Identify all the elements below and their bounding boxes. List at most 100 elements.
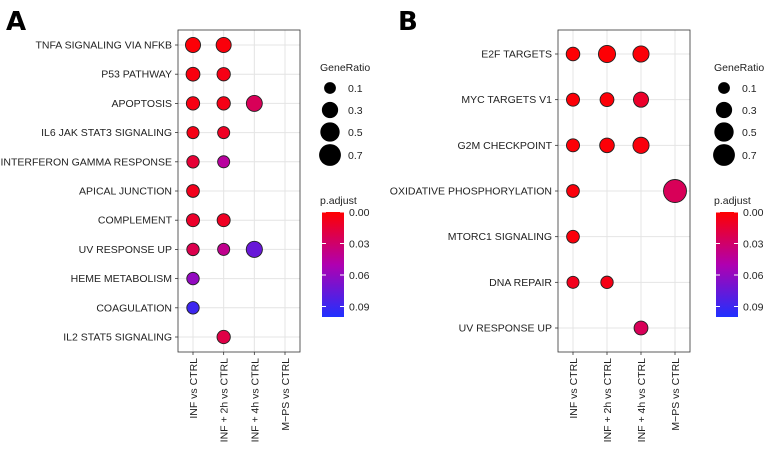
x-tick-label-inf-4h-vs-ctrl: INF + 4h vs CTRL (636, 358, 648, 442)
dot-apoptosis-inf-4h-vs-ctrl (245, 94, 263, 112)
size-legend-title: GeneRatio (320, 62, 370, 74)
size-legend-title: GeneRatio (714, 62, 764, 74)
size-legend-key-0-7 (319, 144, 341, 166)
dot-uv-response-up-inf-vs-ctrl (186, 242, 200, 257)
dot-apical-junction-inf-vs-ctrl (186, 184, 200, 198)
y-tick-label-complement: COMPLEMENT (98, 215, 173, 227)
y-tick-label-g2m-checkpoint: G2M CHECKPOINT (457, 140, 552, 152)
panel-a-plot: TNFA SIGNALING VIA NFKB P53 PATHWAY APOPTO… (0, 29, 301, 442)
dot-p53-pathway-inf-vs-ctrl (185, 66, 201, 82)
dot-coagulation-inf-vs-ctrl (186, 301, 200, 315)
dot-il6-jak-stat3-signaling-inf-vs-ctrl (186, 126, 200, 140)
dot-tnfa-signaling-via-nfkb-inf-2h-vs-ctrl (215, 37, 232, 53)
x-tick-label-inf-4h-vs-ctrl: INF + 4h vs CTRL (249, 358, 261, 442)
x-tick-label-inf-2h-vs-ctrl: INF + 2h vs CTRL (602, 358, 614, 442)
y-tick-label-p53-pathway: P53 PATHWAY (101, 69, 172, 81)
size-legend-key-0-1 (718, 82, 730, 94)
size-legend-label: 0.5 (742, 127, 757, 139)
x-tick-label-inf-vs-ctrl: INF vs CTRL (188, 358, 200, 419)
color-legend-title: p.adjust (320, 195, 357, 207)
dot-complement-inf-2h-vs-ctrl (216, 213, 231, 228)
y-tick-label-tnfa-signaling-via-nfkb: TNFA SIGNALING VIA NFKB (35, 40, 172, 52)
x-tick-label-inf-vs-ctrl: INF vs CTRL (568, 358, 580, 419)
color-legend-label-0-09: 0.09 (743, 302, 764, 314)
dot-il2-stat5-signaling-inf-2h-vs-ctrl (216, 329, 231, 345)
dot-apoptosis-inf-vs-ctrl (185, 96, 201, 111)
dot-dna-repair-inf-vs-ctrl (566, 275, 580, 289)
dot-complement-inf-vs-ctrl (186, 213, 200, 228)
y-tick-label-il2-stat5-signaling: IL2 STAT5 SIGNALING (63, 332, 172, 344)
size-legend-key-0-7 (713, 144, 735, 166)
dot-uv-response-up-inf-4h-vs-ctrl (633, 320, 649, 336)
size-legend-label: 0.3 (742, 105, 757, 117)
y-tick-label-mtorc1-signaling: MTORC1 SIGNALING (448, 231, 552, 243)
dot-myc-targets-v1-inf-2h-vs-ctrl (599, 92, 615, 108)
size-legend-key-0-5 (714, 122, 734, 142)
dot-dna-repair-inf-2h-vs-ctrl (600, 275, 614, 289)
x-tick-label-m-ps-vs-ctrl: M−PS vs CTRL (670, 358, 682, 431)
dot-heme-metabolism-inf-vs-ctrl (186, 271, 200, 286)
size-legend-label: 0.1 (742, 83, 757, 95)
y-tick-label-il6-jak-stat3-signaling: IL6 JAK STAT3 SIGNALING (41, 127, 172, 139)
dot-myc-targets-v1-inf-vs-ctrl (566, 92, 580, 107)
y-tick-label-oxidative-phosphorylation: OXIDATIVE PHOSPHORYLATION (390, 186, 552, 198)
size-legend-key-0-1 (324, 82, 336, 94)
size-legend-key-0-5 (320, 122, 340, 142)
y-tick-label-interferon-gamma-response: INTERFERON GAMMA RESPONSE (0, 156, 172, 168)
color-legend-title: p.adjust (714, 195, 751, 207)
color-legend-label-0-03: 0.03 (743, 239, 764, 251)
color-legend-bar (716, 212, 738, 317)
y-tick-label-myc-targets-v1: MYC TARGETS V1 (461, 94, 552, 106)
y-tick-label-apoptosis: APOPTOSIS (112, 98, 173, 110)
dot-mtorc1-signaling-inf-vs-ctrl (566, 229, 580, 244)
panel-b-label: B (398, 7, 418, 37)
dot-uv-response-up-inf-4h-vs-ctrl (245, 240, 263, 258)
panel-a-label: A (6, 7, 26, 37)
dot-oxidative-phosphorylation-inf-vs-ctrl (566, 184, 580, 198)
dot-uv-response-up-inf-2h-vs-ctrl (217, 242, 231, 256)
panel-b: B E2F TARGETS MYC TARGETS V1 G2M CHECKPOIN… (390, 7, 765, 442)
y-tick-label-uv-response-up: UV RESPONSE UP (79, 244, 172, 256)
y-tick-label-uv-response-up: UV RESPONSE UP (459, 323, 552, 335)
panel-b-plot: E2F TARGETS MYC TARGETS V1 G2M CHECKPOINT O… (390, 29, 691, 442)
size-legend-key-0-3 (321, 101, 339, 119)
dot-g2m-checkpoint-inf-vs-ctrl (566, 138, 580, 153)
dot-oxidative-phosphorylation-m-ps-vs-ctrl (663, 179, 687, 203)
dot-myc-targets-v1-inf-4h-vs-ctrl (633, 91, 649, 108)
dot-e2f-targets-inf-4h-vs-ctrl (632, 45, 650, 63)
dot-p53-pathway-inf-2h-vs-ctrl (216, 67, 231, 82)
color-legend-label-0-06: 0.06 (743, 270, 764, 282)
y-tick-label-coagulation: COAGULATION (96, 302, 172, 314)
size-legend-label: 0.1 (348, 83, 363, 95)
color-legend-bar (322, 212, 344, 317)
size-legend-label: 0.7 (348, 150, 363, 162)
size-legend-label: 0.5 (348, 127, 363, 139)
dot-tnfa-signaling-via-nfkb-inf-vs-ctrl (185, 37, 201, 53)
size-legend-key-0-3 (715, 101, 733, 119)
y-tick-label-e2f-targets: E2F TARGETS (481, 49, 552, 61)
dot-g2m-checkpoint-inf-4h-vs-ctrl (632, 136, 650, 154)
size-legend-label: 0.7 (742, 150, 757, 162)
y-tick-label-dna-repair: DNA REPAIR (489, 277, 552, 289)
panel-a: A TNFA SIGNALING VIA NFKB P53 PATHWAY APOP… (0, 7, 370, 442)
dot-e2f-targets-inf-2h-vs-ctrl (597, 44, 617, 64)
dot-e2f-targets-inf-vs-ctrl (565, 46, 581, 62)
y-tick-label-heme-metabolism: HEME METABOLISM (71, 273, 172, 285)
color-legend-label-0-06: 0.06 (349, 270, 370, 282)
size-legend-label: 0.3 (348, 105, 363, 117)
color-legend-label-0-00: 0.00 (743, 207, 764, 219)
color-legend-label-0-00: 0.00 (349, 207, 370, 219)
dot-il6-jak-stat3-signaling-inf-2h-vs-ctrl (217, 126, 231, 140)
dot-interferon-gamma-response-inf-2h-vs-ctrl (217, 155, 231, 169)
dot-g2m-checkpoint-inf-2h-vs-ctrl (599, 137, 615, 154)
y-tick-label-apical-junction: APICAL JUNCTION (79, 186, 172, 198)
x-tick-label-inf-2h-vs-ctrl: INF + 2h vs CTRL (219, 358, 231, 442)
x-tick-label-m-ps-vs-ctrl: M−PS vs CTRL (280, 358, 292, 431)
dot-interferon-gamma-response-inf-vs-ctrl (186, 155, 200, 169)
dot-apoptosis-inf-2h-vs-ctrl (216, 96, 231, 111)
color-legend-label-0-03: 0.03 (349, 239, 370, 251)
color-legend-label-0-09: 0.09 (349, 302, 370, 314)
